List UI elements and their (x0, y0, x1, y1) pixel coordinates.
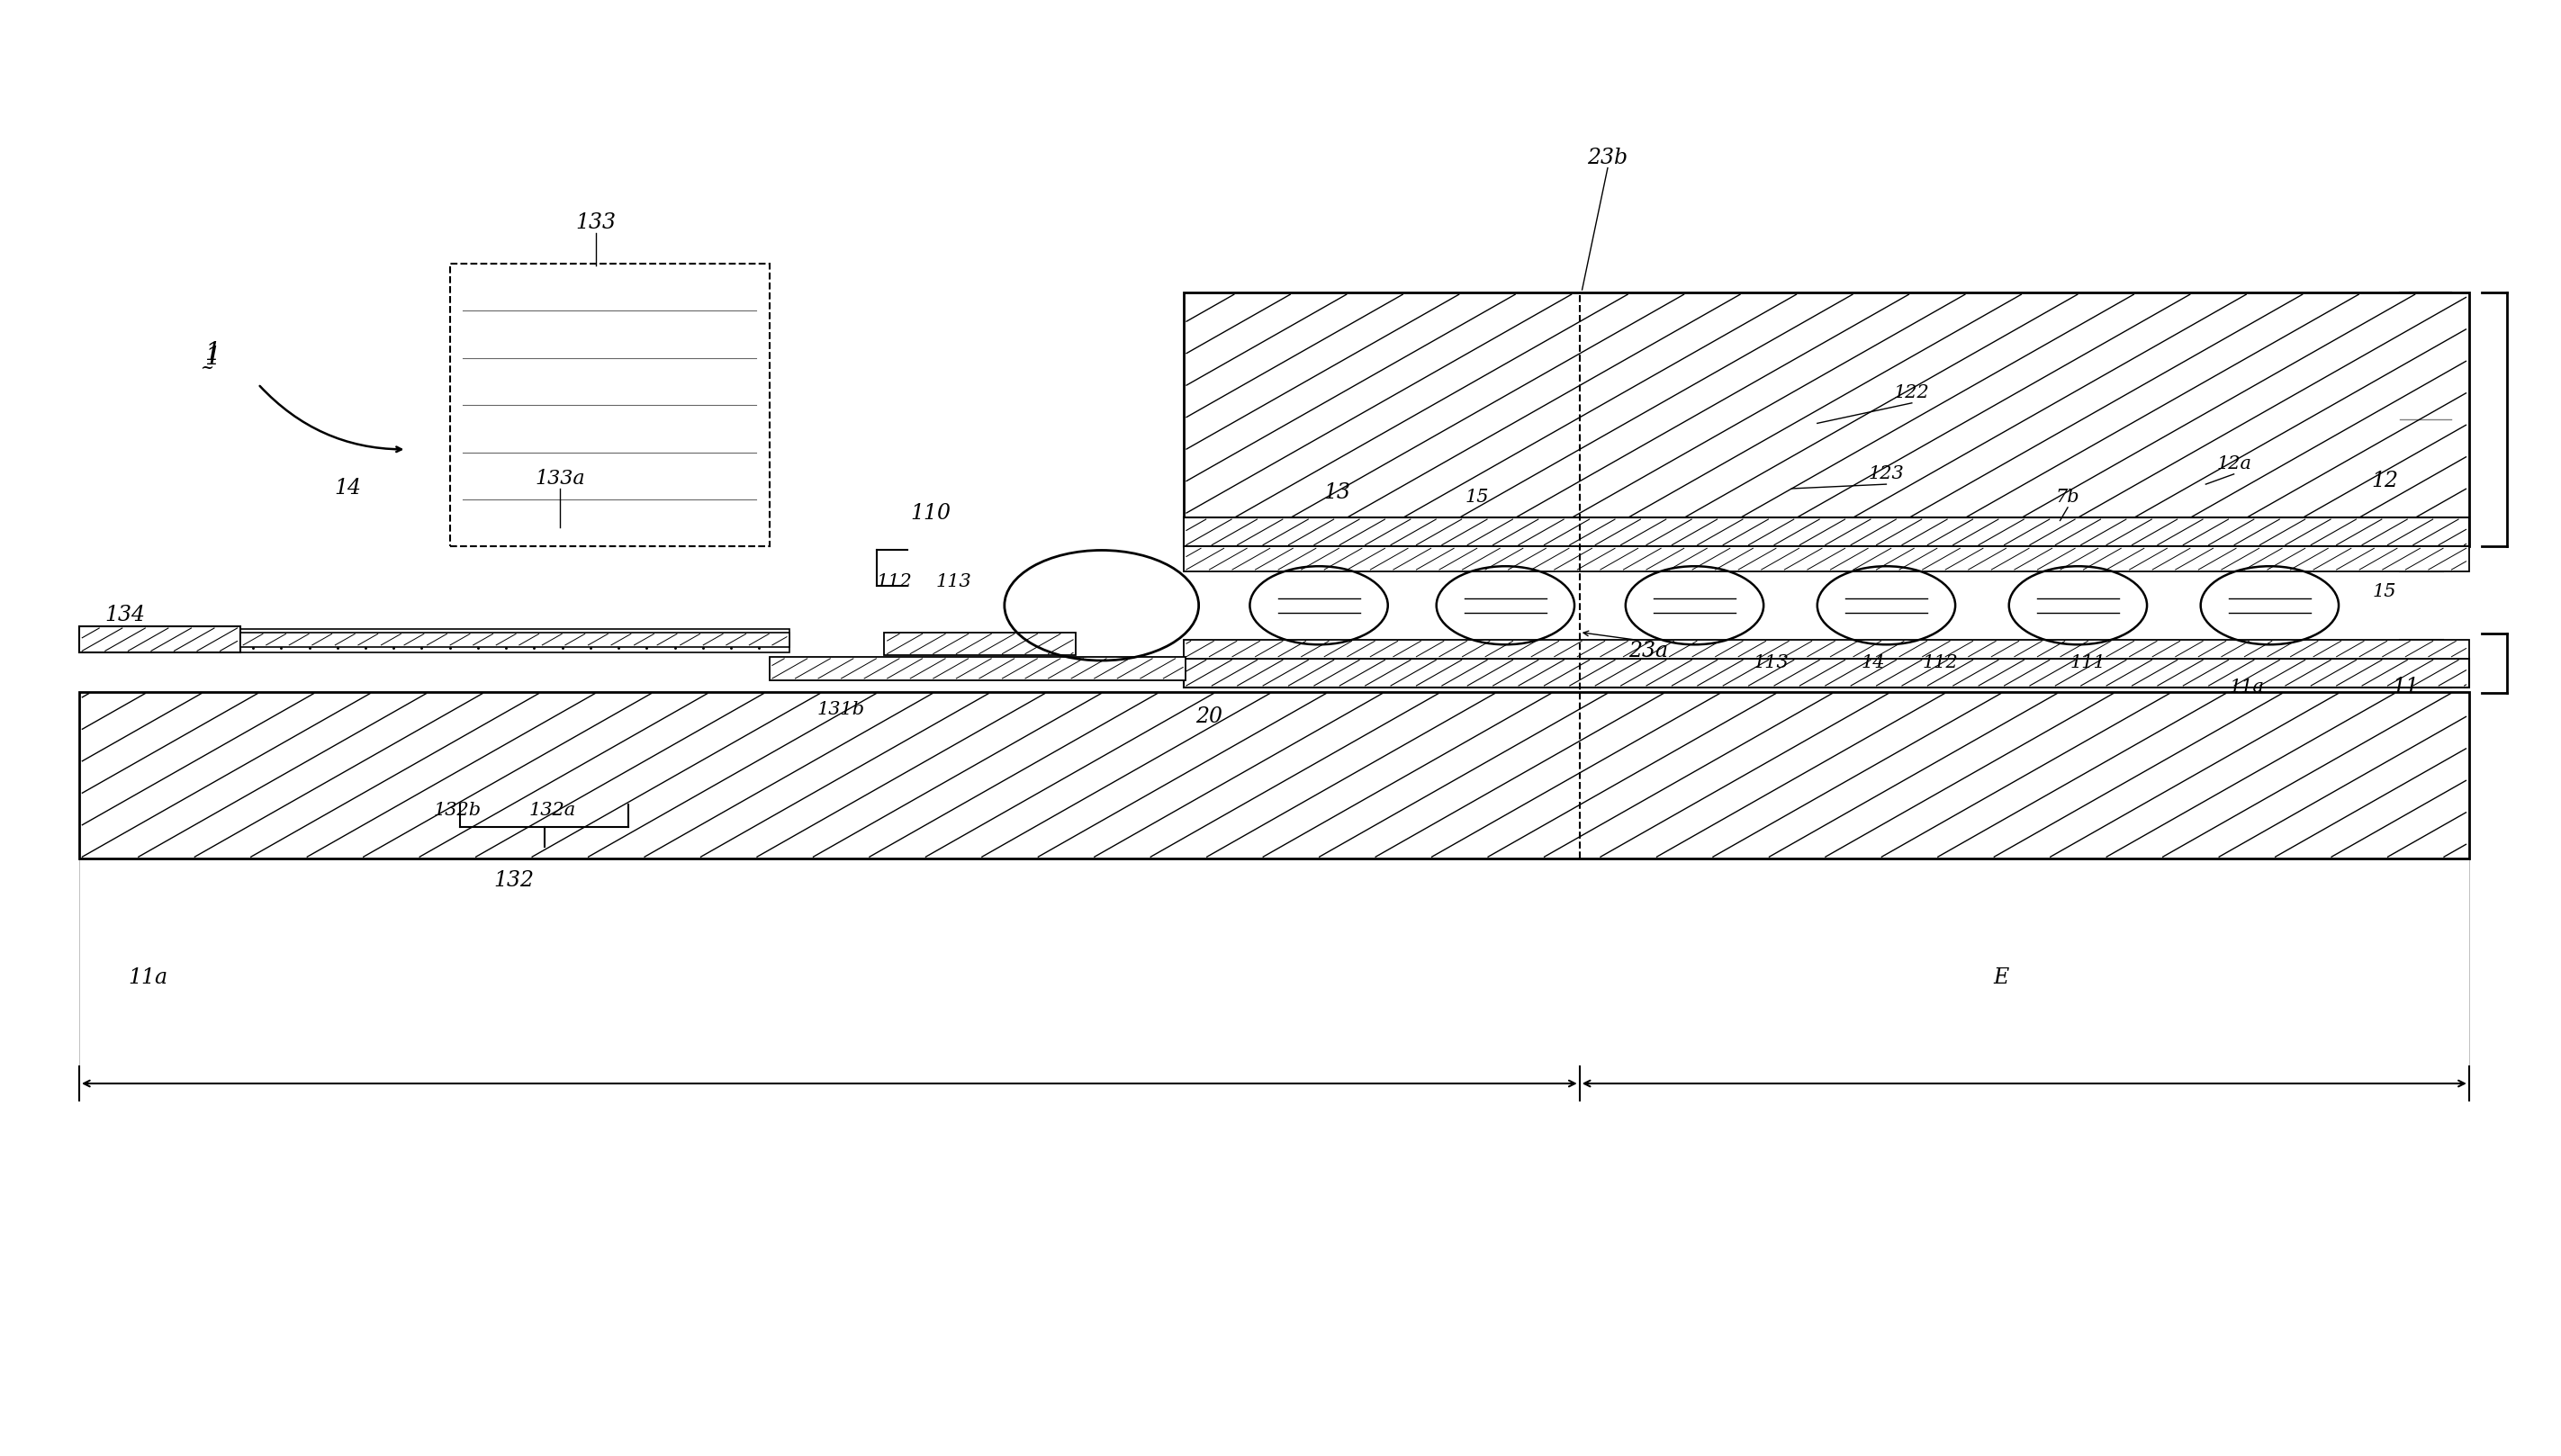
Text: 12a: 12a (2215, 456, 2251, 472)
Bar (1183, 639, 2469, 658)
Text: 112: 112 (876, 572, 912, 590)
Text: 133: 133 (576, 213, 615, 233)
Text: 14: 14 (333, 478, 361, 499)
Text: 15: 15 (2371, 582, 2397, 600)
Text: 15: 15 (1465, 489, 1491, 505)
Bar (241, 632, 789, 646)
Text: 12: 12 (2371, 470, 2397, 492)
Text: 11: 11 (2392, 677, 2418, 697)
Text: 134: 134 (105, 604, 146, 625)
Text: 111: 111 (2069, 654, 2105, 671)
Text: 132: 132 (494, 871, 533, 891)
Text: 7b: 7b (2056, 489, 2080, 505)
Bar (884, 632, 1076, 655)
Text: 133a: 133a (535, 469, 584, 488)
Bar (79, 692, 2469, 859)
Bar (1183, 546, 2469, 571)
Text: 123: 123 (1870, 466, 1905, 482)
Text: 113: 113 (935, 572, 971, 590)
Text: 132b: 132b (433, 802, 481, 820)
Bar (1183, 658, 2469, 687)
Text: 20: 20 (1196, 706, 1222, 727)
Text: E: E (1992, 967, 2008, 989)
Bar (79, 626, 241, 652)
Bar (768, 657, 1186, 680)
Bar (451, 264, 768, 546)
Text: 23b: 23b (1588, 147, 1629, 167)
Bar (1183, 293, 2469, 546)
Text: 113: 113 (1754, 654, 1790, 671)
Bar (1183, 517, 2469, 546)
Text: 1: 1 (205, 342, 220, 365)
Text: 131b: 131b (817, 700, 866, 718)
Text: 11a: 11a (128, 967, 169, 989)
Text: ~: ~ (200, 360, 213, 376)
Text: 11a: 11a (2228, 678, 2264, 696)
Text: 110: 110 (909, 502, 950, 524)
Text: 1: 1 (205, 347, 220, 370)
Bar (241, 629, 789, 652)
Text: 14: 14 (1862, 654, 1885, 671)
Text: 112: 112 (1923, 654, 1957, 671)
Text: 132a: 132a (528, 802, 576, 820)
Text: 13: 13 (1324, 482, 1350, 504)
Text: 23a: 23a (1629, 641, 1667, 661)
Text: 122: 122 (1895, 384, 1931, 402)
